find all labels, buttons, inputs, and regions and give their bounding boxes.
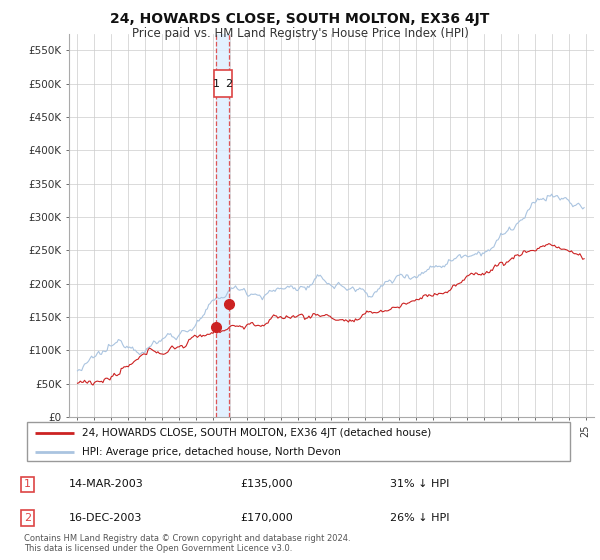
Text: 2: 2: [24, 513, 31, 523]
Bar: [214, 71, 232, 97]
Text: 1: 1: [213, 78, 220, 88]
Text: 24, HOWARDS CLOSE, SOUTH MOLTON, EX36 4JT: 24, HOWARDS CLOSE, SOUTH MOLTON, EX36 4J…: [110, 12, 490, 26]
Text: HPI: Average price, detached house, North Devon: HPI: Average price, detached house, Nort…: [82, 447, 341, 457]
Text: 16-DEC-2003: 16-DEC-2003: [69, 513, 142, 523]
Text: Contains HM Land Registry data © Crown copyright and database right 2024.
This d: Contains HM Land Registry data © Crown c…: [24, 534, 350, 553]
Text: 31% ↓ HPI: 31% ↓ HPI: [390, 479, 449, 489]
Text: Price paid vs. HM Land Registry's House Price Index (HPI): Price paid vs. HM Land Registry's House …: [131, 27, 469, 40]
Text: 24, HOWARDS CLOSE, SOUTH MOLTON, EX36 4JT (detached house): 24, HOWARDS CLOSE, SOUTH MOLTON, EX36 4J…: [82, 428, 431, 438]
Text: 14-MAR-2003: 14-MAR-2003: [69, 479, 144, 489]
Text: 26% ↓ HPI: 26% ↓ HPI: [390, 513, 449, 523]
Text: £170,000: £170,000: [240, 513, 293, 523]
Text: £135,000: £135,000: [240, 479, 293, 489]
Text: 2: 2: [226, 78, 233, 88]
Bar: [217, 34, 229, 417]
Text: 1: 1: [24, 479, 31, 489]
FancyBboxPatch shape: [27, 422, 571, 461]
